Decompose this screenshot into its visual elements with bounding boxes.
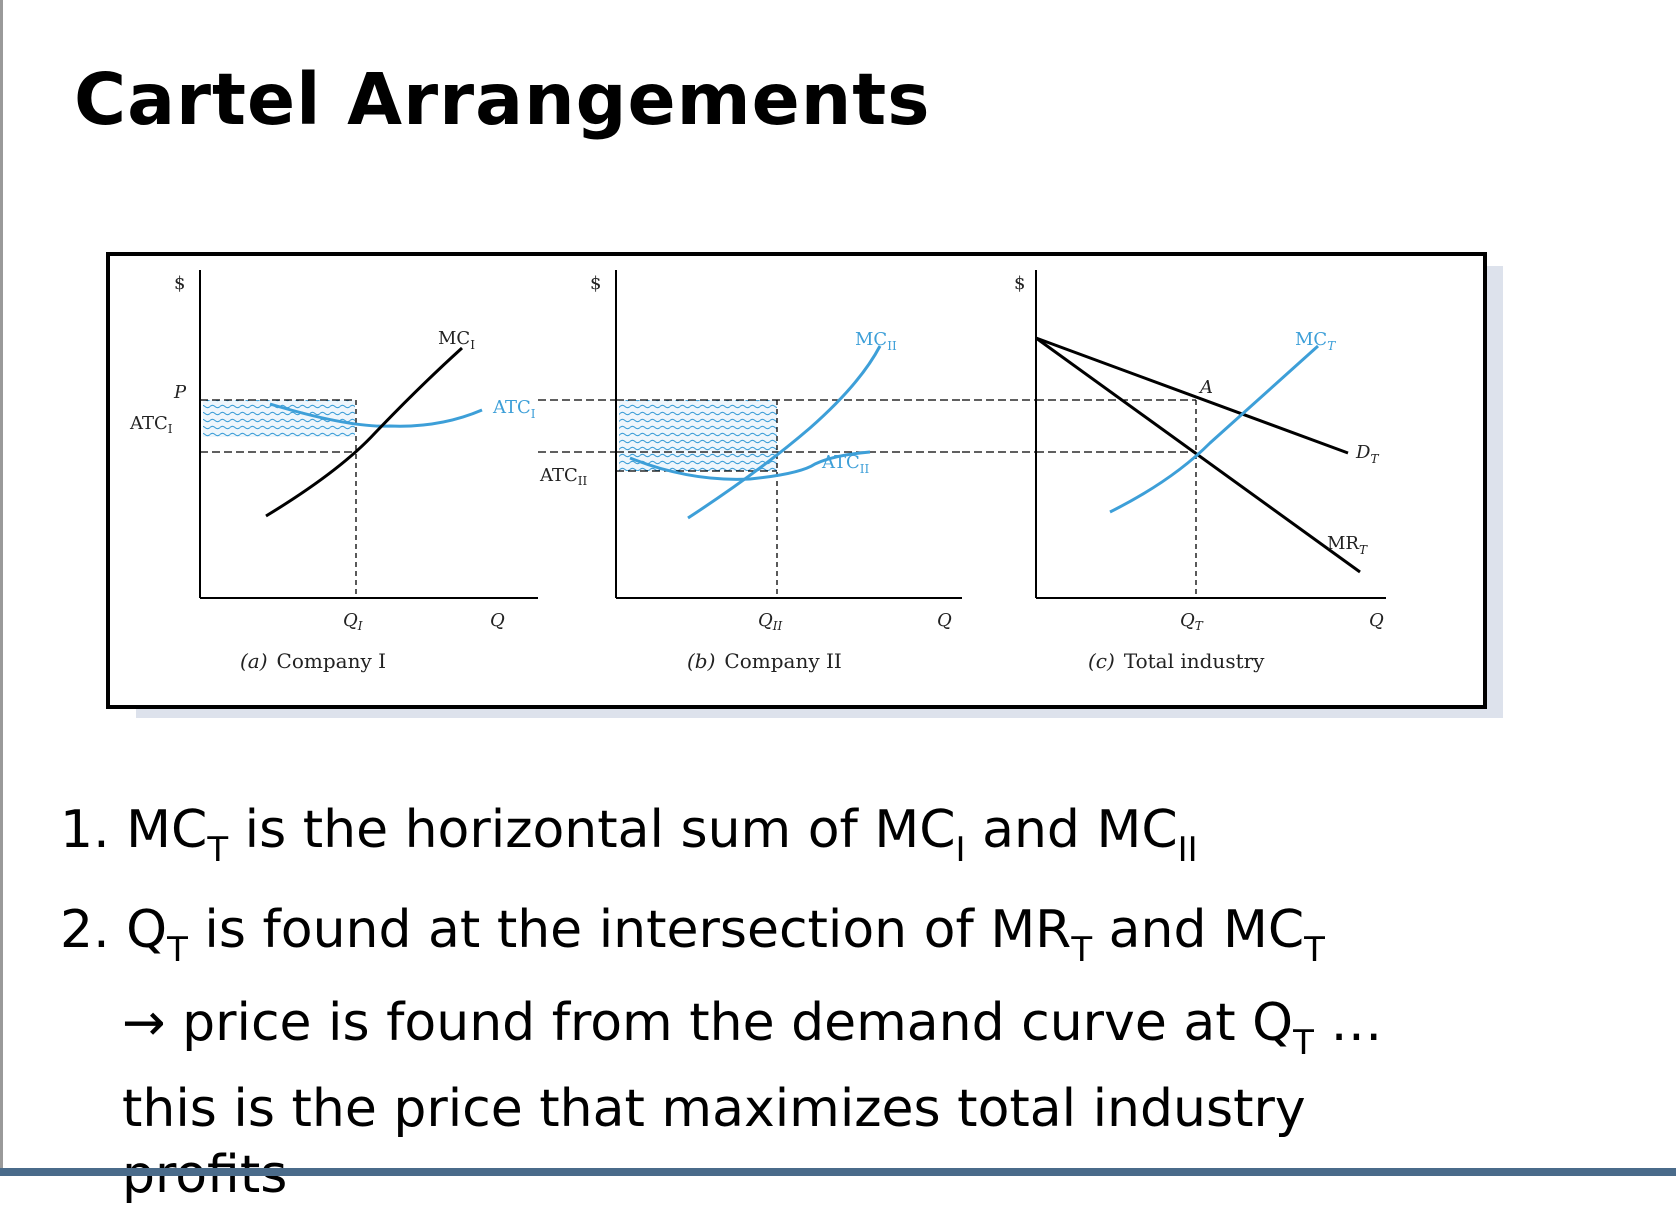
bullet-item-3: → price is found from the demand curve a… (122, 993, 1383, 1063)
caption-company-1: (a) Company I (240, 649, 386, 673)
caption-company-2: (b) Company II (687, 649, 842, 673)
quantity-label-company-1: QI (343, 610, 363, 633)
mr-label-total-industry: MRT (1327, 533, 1368, 557)
x-axis-label-company-1: Q (490, 610, 505, 631)
atc-label-company-2: ATCII (539, 465, 588, 488)
point-a-label: A (1198, 377, 1213, 398)
quantity-label-company-2: QII (758, 610, 783, 633)
y-axis-label-company-1: $ (174, 273, 185, 294)
mc-curve-company-1 (265, 346, 464, 518)
slide-bottom-bar (0, 1168, 1676, 1176)
panel-total-industry: $ A MCT DT MRT QT Q (c) Total industry (962, 270, 1386, 673)
panel-company-2: $ ATCII MCII ATCII QII Q (b) Company II (538, 270, 962, 673)
bullet-item-2: 2. QT is found at the intersection of MR… (60, 900, 1325, 970)
cartel-diagram: $ P ATCI MCI ATCI QI Q (a) Company I $ AT… (129, 270, 1386, 673)
atc-curve-label-company-2: ATCII (821, 452, 870, 476)
profit-area-company-2 (619, 400, 777, 471)
price-label-company-1: P (173, 382, 187, 403)
caption-total-industry: (c) Total industry (1088, 649, 1265, 673)
quantity-label-total-industry: QT (1180, 610, 1204, 633)
mc-label-company-2: MCII (855, 329, 897, 353)
atc-label-company-1: ATCI (129, 413, 173, 436)
arrow-right-icon: → (122, 993, 166, 1053)
atc-curve-company-1 (269, 402, 483, 428)
atc-curve-label-company-1: ATCI (492, 397, 536, 421)
mc-label-total-industry: MCT (1295, 329, 1336, 353)
atc-curve-company-2 (629, 450, 871, 481)
mc-curve-total-industry (1109, 344, 1320, 514)
slide-left-rule (0, 0, 3, 1176)
bullet-list: 1. MCT is the horizontal sum of MCI and … (60, 790, 1382, 1208)
x-axis-label-total-industry: Q (1369, 610, 1384, 631)
y-axis-label-company-2: $ (590, 273, 601, 294)
y-axis-label-total-industry: $ (1014, 273, 1025, 294)
panel-company-1: $ P ATCI MCI ATCI QI Q (a) Company I (129, 270, 538, 673)
cartel-figure: $ P ATCI MCI ATCI QI Q (a) Company I $ AT… (106, 252, 1487, 709)
bullet-item-1: 1. MCT is the horizontal sum of MCI and … (60, 800, 1198, 870)
mc-label-company-1: MCI (438, 328, 475, 352)
mc-curve-company-2 (687, 345, 882, 520)
demand-label-total-industry: DT (1355, 442, 1379, 466)
slide-title: Cartel Arrangements (74, 58, 931, 141)
bullet-item-3-line-2: this is the price that maximizes total i… (122, 1079, 1306, 1139)
x-axis-label-company-2: Q (937, 610, 952, 631)
demand-curve-total-industry (1035, 336, 1349, 455)
